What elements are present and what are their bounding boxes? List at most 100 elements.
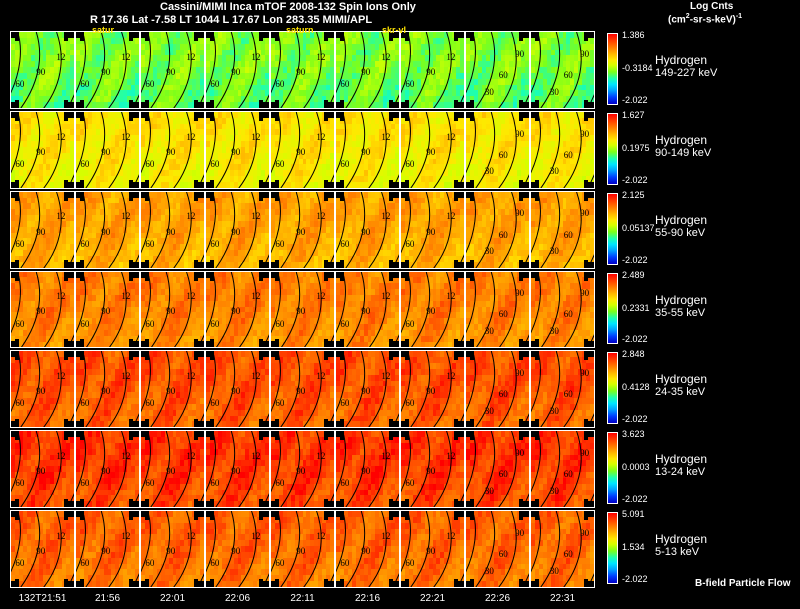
colorbar[interactable] <box>607 112 618 185</box>
spectrogram-panel[interactable]: 60 90 12 <box>336 271 399 348</box>
contour-label: 60 <box>15 398 24 408</box>
colorbar[interactable] <box>607 33 618 105</box>
contour-label: 30 <box>485 486 494 496</box>
spectrogram-panel[interactable]: 30 60 90 <box>531 32 594 108</box>
contour-label: 90 <box>515 49 524 59</box>
spectrogram-panel[interactable]: 60 90 12 <box>76 511 139 587</box>
spectrogram-row[interactable]: 60 90 12 60 90 12 60 90 12 60 90 12 60 90 12 60 90 12 60 90… <box>10 430 595 509</box>
spectrogram-row[interactable]: 60 90 12 60 90 12 60 90 12 60 90 12 60 90 12 60 90 12 60 90… <box>10 31 595 109</box>
spectrogram-panel[interactable]: 60 90 12 <box>271 511 334 587</box>
spectrogram-panel[interactable]: 60 90 12 <box>141 431 204 508</box>
contour-label: 12 <box>381 132 390 142</box>
spectrogram-panel[interactable]: 60 90 12 <box>76 191 139 268</box>
spectrogram-panel[interactable]: 60 90 12 <box>206 431 269 508</box>
spectrogram-panel[interactable]: 60 90 12 <box>271 351 334 428</box>
spectrogram-panel[interactable]: 60 90 12 <box>76 271 139 348</box>
spectrogram-panel[interactable]: 30 60 90 <box>466 111 529 188</box>
spectrogram-panel[interactable]: 60 90 12 <box>11 32 74 108</box>
panel-image: 60 90 12 <box>141 32 204 108</box>
spectrogram-panel[interactable]: 60 90 12 <box>206 271 269 348</box>
spectrogram-panel[interactable]: 60 90 12 <box>271 431 334 508</box>
spectrogram-panel[interactable]: 60 90 12 <box>206 191 269 268</box>
spectrogram-panel[interactable]: 30 60 90 <box>531 431 594 508</box>
spectrogram-panel[interactable]: 30 60 90 <box>466 32 529 108</box>
spectrogram-panel[interactable]: 60 90 12 <box>336 351 399 428</box>
spectrogram-panel[interactable]: 60 90 12 <box>141 271 204 348</box>
spectrogram-panel[interactable]: 60 90 12 <box>11 351 74 428</box>
spectrogram-panel[interactable]: 60 90 12 <box>401 351 464 428</box>
spectrogram-panel[interactable]: 60 90 12 <box>401 271 464 348</box>
spectrogram-panel[interactable]: 60 90 12 <box>336 191 399 268</box>
contour-label: 60 <box>564 70 573 80</box>
spectrogram-panel[interactable]: 30 60 90 <box>531 511 594 587</box>
panel-image: 60 90 12 <box>11 351 74 428</box>
contour-label: 12 <box>316 291 325 301</box>
contour-label: 90 <box>231 147 240 157</box>
spectrogram-panel[interactable]: 60 90 12 <box>206 32 269 108</box>
contour-label: 90 <box>36 386 45 396</box>
colorbar[interactable] <box>607 272 618 345</box>
spectrogram-panel[interactable]: 30 60 90 <box>466 431 529 508</box>
spectrogram-panel[interactable]: 30 60 90 <box>466 191 529 268</box>
spectrogram-panel[interactable]: 60 90 12 <box>336 431 399 508</box>
panel-image: 60 90 12 <box>11 511 74 587</box>
spectrogram-panel[interactable]: 30 60 90 <box>531 271 594 348</box>
energy-range-label: 90-149 keV <box>655 147 711 159</box>
spectrogram-panel[interactable]: 60 90 12 <box>76 351 139 428</box>
colorbar[interactable] <box>607 352 618 425</box>
spectrogram-panel[interactable]: 60 90 12 <box>141 111 204 188</box>
contour-label: 30 <box>485 566 494 576</box>
spectrogram-row[interactable]: 60 90 12 60 90 12 60 90 12 60 90 12 60 90 12 60 90 12 60 90… <box>10 510 595 588</box>
spectrogram-panel[interactable]: 60 90 12 <box>141 511 204 587</box>
spectrogram-panel[interactable]: 60 90 12 <box>76 32 139 108</box>
contour-label: 90 <box>101 147 110 157</box>
spectrogram-panel[interactable]: 60 90 12 <box>76 111 139 188</box>
spectrogram-panel[interactable]: 30 60 90 <box>466 271 529 348</box>
spectrogram-panel[interactable]: 60 90 12 <box>141 351 204 428</box>
spectrogram-panel[interactable]: 60 90 12 <box>271 191 334 268</box>
contour-label: 90 <box>166 306 175 316</box>
contour-label: 60 <box>80 239 89 249</box>
spectrogram-panel[interactable]: 60 90 12 <box>336 32 399 108</box>
spectrogram-panel[interactable]: 60 90 12 <box>401 511 464 587</box>
spectrogram-panel[interactable]: 60 90 12 <box>401 191 464 268</box>
contour-label: 90 <box>296 67 305 77</box>
spectrogram-panel[interactable]: 60 90 12 <box>206 351 269 428</box>
event-tag: skr-vl <box>382 25 406 35</box>
contour-label: 12 <box>446 291 455 301</box>
spectrogram-row[interactable]: 60 90 12 60 90 12 60 90 12 60 90 12 60 90 12 60 90 12 60 90… <box>10 190 595 269</box>
spectrogram-panel[interactable]: 30 60 90 <box>531 191 594 268</box>
spectrogram-panel[interactable]: 60 90 12 <box>271 271 334 348</box>
spectrogram-row[interactable]: 60 90 12 60 90 12 60 90 12 60 90 12 60 90 12 60 90 12 60 90… <box>10 110 595 189</box>
spectrogram-panel[interactable]: 30 60 90 <box>531 351 594 428</box>
spectrogram-panel[interactable]: 30 60 90 <box>466 351 529 428</box>
spectrogram-panel[interactable]: 60 90 12 <box>11 511 74 587</box>
units-exponent: 2 <box>686 13 690 20</box>
time-tick-label: 22:01 <box>160 593 185 604</box>
spectrogram-panel[interactable]: 60 90 12 <box>401 431 464 508</box>
colorbar[interactable] <box>607 432 618 505</box>
colorbar[interactable] <box>607 512 618 584</box>
contour-label: 60 <box>499 70 508 80</box>
spectrogram-panel[interactable]: 60 90 12 <box>11 191 74 268</box>
spectrogram-panel[interactable]: 30 60 90 <box>466 511 529 587</box>
spectrogram-panel[interactable]: 60 90 12 <box>401 32 464 108</box>
spectrogram-panel[interactable]: 60 90 12 <box>141 32 204 108</box>
spectrogram-panel[interactable]: 60 90 12 <box>141 191 204 268</box>
colorbar[interactable] <box>607 192 618 265</box>
spectrogram-panel[interactable]: 60 90 12 <box>11 111 74 188</box>
spectrogram-panel[interactable]: 60 90 12 <box>206 111 269 188</box>
spectrogram-panel[interactable]: 60 90 12 <box>271 111 334 188</box>
spectrogram-panel[interactable]: 60 90 12 <box>401 111 464 188</box>
spectrogram-panel[interactable]: 30 60 90 <box>531 111 594 188</box>
spectrogram-panel[interactable]: 60 90 12 <box>336 111 399 188</box>
spectrogram-panel[interactable]: 60 90 12 <box>336 511 399 587</box>
spectrogram-panel[interactable]: 60 90 12 <box>206 511 269 587</box>
energy-range-label: 13-24 keV <box>655 466 705 478</box>
spectrogram-row[interactable]: 60 90 12 60 90 12 60 90 12 60 90 12 60 90 12 60 90 12 60 90… <box>10 270 595 349</box>
spectrogram-panel[interactable]: 60 90 12 <box>76 431 139 508</box>
spectrogram-row[interactable]: 60 90 12 60 90 12 60 90 12 60 90 12 60 90 12 60 90 12 60 90… <box>10 350 595 429</box>
spectrogram-panel[interactable]: 60 90 12 <box>11 271 74 348</box>
spectrogram-panel[interactable]: 60 90 12 <box>271 32 334 108</box>
spectrogram-panel[interactable]: 60 90 12 <box>11 431 74 508</box>
